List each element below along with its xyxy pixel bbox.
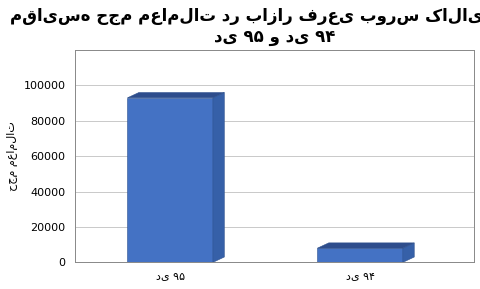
Polygon shape	[213, 92, 224, 262]
Polygon shape	[317, 243, 413, 248]
Y-axis label: حجم معاملات: حجم معاملات	[7, 121, 18, 191]
Title: مقایسه حجم معاملات در بازار فرعی بورس کالای ایران
دی ۹۵ و دی ۹۴: مقایسه حجم معاملات در بازار فرعی بورس کا…	[10, 7, 480, 46]
Polygon shape	[127, 98, 213, 262]
Polygon shape	[317, 248, 402, 262]
Polygon shape	[127, 92, 224, 98]
Polygon shape	[402, 243, 413, 262]
